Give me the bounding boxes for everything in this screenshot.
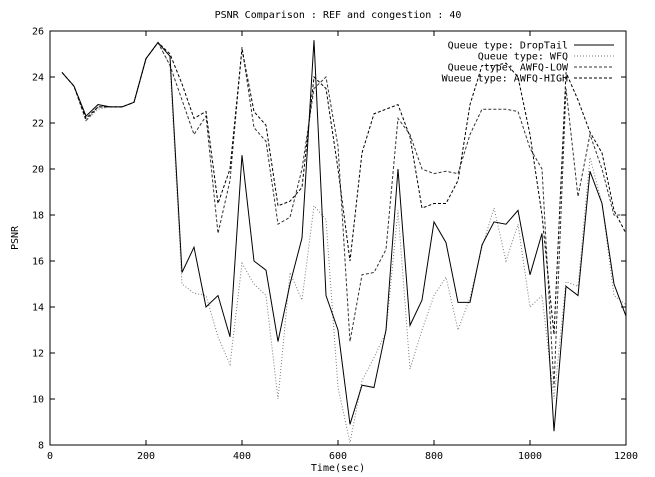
- y-tick-label: 16: [32, 257, 44, 268]
- series-line-4: [61, 41, 627, 335]
- y-tick-label: 14: [32, 303, 44, 314]
- legend-label: Queue type: WFQ: [478, 52, 568, 63]
- y-tick-label: 22: [32, 119, 44, 130]
- x-tick-label: 400: [233, 451, 251, 462]
- y-tick-label: 8: [38, 441, 44, 452]
- y-axis-title: PSNR: [10, 225, 21, 250]
- legend-label: Queue type: AWFQ-LOW: [448, 63, 569, 74]
- legend-label: Wueue type: AWFQ-HIGH: [442, 74, 568, 85]
- y-tick-label: 26: [32, 27, 44, 38]
- x-tick-label: 1200: [614, 451, 638, 462]
- ticks-layer: 0 200 400 600 800 1000 1200 8 10 12 14 16 18 20 22 24 26: [32, 27, 638, 463]
- y-tick-label: 12: [32, 349, 44, 360]
- legend-label: Queue type: DropTail: [448, 41, 568, 52]
- x-axis-title: Time(sec): [311, 463, 365, 474]
- x-tick-label: 800: [425, 451, 443, 462]
- x-tick-label: 600: [329, 451, 347, 462]
- y-tick-label: 24: [32, 73, 44, 84]
- y-tick-label: 10: [32, 395, 44, 406]
- series-line-3: [61, 41, 626, 388]
- y-tick-label: 20: [32, 165, 44, 176]
- x-tick-label: 0: [47, 451, 53, 462]
- chart-title: PSNR Comparison : REF and congestion : 4…: [215, 10, 462, 21]
- series-layer: [61, 40, 627, 443]
- y-tick-label: 18: [32, 211, 44, 222]
- series-line-2: [61, 41, 627, 443]
- x-tick-label: 200: [137, 451, 155, 462]
- x-tick-label: 1000: [518, 451, 542, 462]
- series-line-1: [61, 40, 627, 432]
